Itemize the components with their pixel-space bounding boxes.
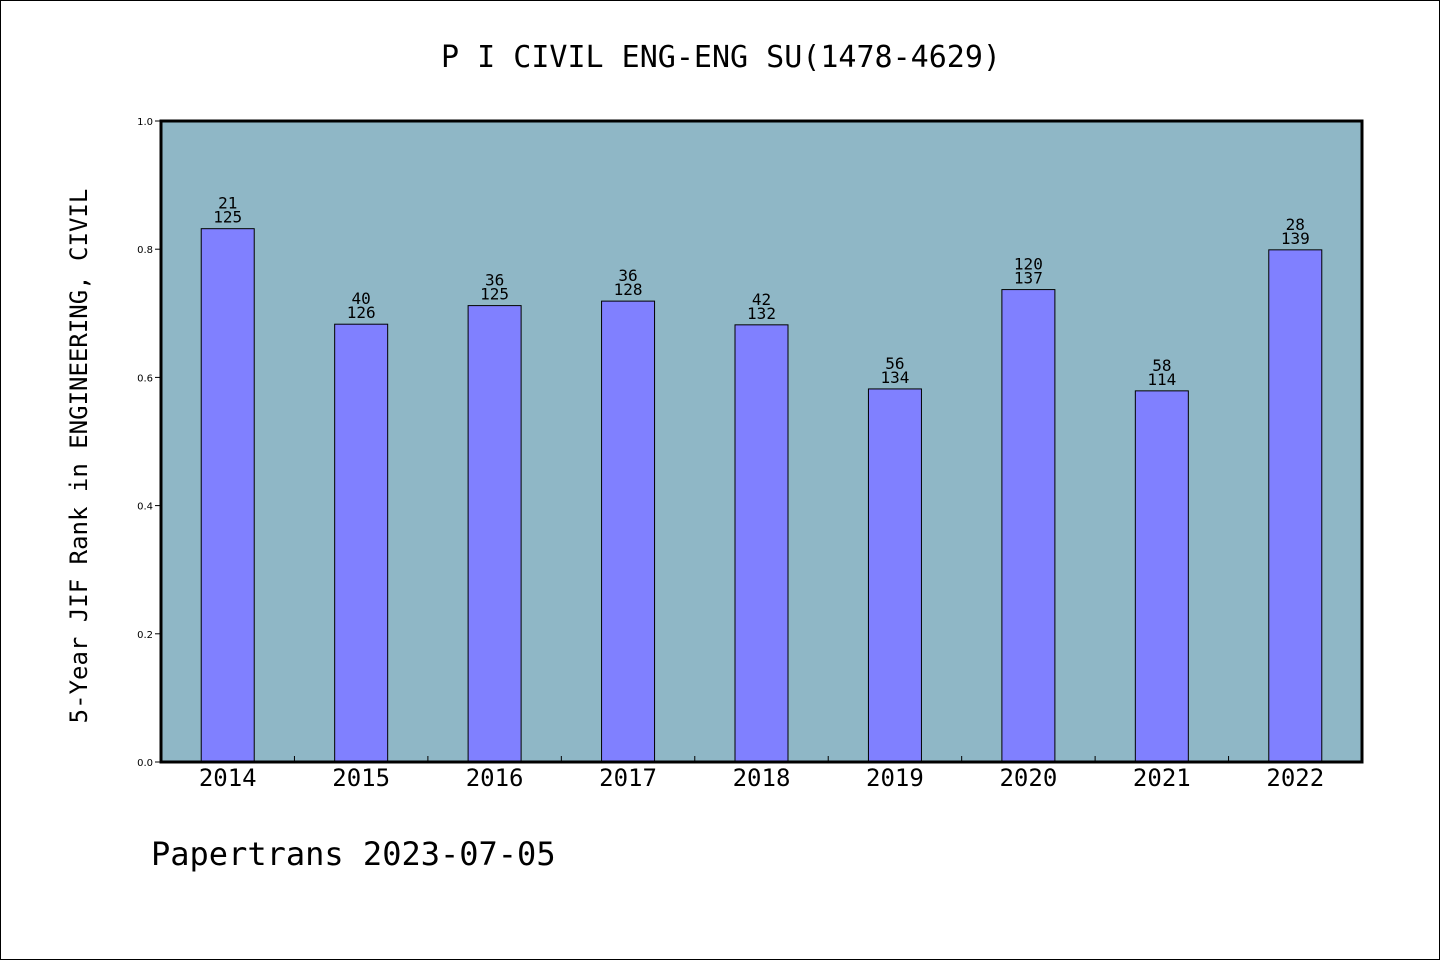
y-tick-label: 0.8 bbox=[137, 245, 153, 256]
bar-rank-label: 40 bbox=[352, 289, 371, 308]
bar-total-label: 125 bbox=[213, 208, 242, 227]
bar-2017 bbox=[601, 300, 656, 763]
x-tick-label: 2020 bbox=[999, 764, 1057, 792]
bar-rank-label: 36 bbox=[618, 266, 637, 285]
y-axis-label: 5-Year JIF Rank in ENGINEERING, CIVIL bbox=[65, 189, 93, 724]
bar-2016 bbox=[467, 305, 522, 763]
bar-rank-label: 28 bbox=[1286, 215, 1305, 234]
plot-border bbox=[159, 119, 1364, 764]
bar-2021 bbox=[1134, 390, 1189, 763]
bar-rank-label: 21 bbox=[218, 194, 237, 213]
x-axis: 2014 2015 2016 2017 2018 2019 2020 2021 2022 bbox=[199, 756, 1324, 792]
x-tick-label: 2016 bbox=[466, 764, 524, 792]
chart-title: P I CIVIL ENG-ENG SU(1478-4629) bbox=[441, 40, 1001, 75]
bar-2020 bbox=[1001, 289, 1056, 763]
y-tick-label: 0.0 bbox=[137, 758, 153, 769]
bar-2018 bbox=[734, 324, 789, 763]
x-tick-label: 2018 bbox=[733, 764, 791, 792]
y-tick-label: 0.6 bbox=[137, 373, 153, 384]
bar-total-label: 114 bbox=[1147, 370, 1176, 389]
bar-2022 bbox=[1268, 249, 1323, 763]
bar-2019 bbox=[867, 388, 922, 763]
bar-rank-label: 120 bbox=[1014, 255, 1043, 274]
x-tick-label: 2015 bbox=[332, 764, 390, 792]
y-tick-label: 0.4 bbox=[137, 502, 153, 513]
data-labels: 2112540126361253612842132561341201375811… bbox=[213, 194, 1309, 389]
bars-layer bbox=[200, 228, 1323, 763]
bar-total-label: 139 bbox=[1281, 229, 1310, 248]
bar-rank-label: 58 bbox=[1152, 356, 1171, 375]
x-tick-label: 2019 bbox=[866, 764, 924, 792]
x-tick-label: 2017 bbox=[599, 764, 657, 792]
bar-2015 bbox=[334, 323, 389, 763]
bar-total-label: 125 bbox=[480, 285, 509, 304]
x-tick-label: 2021 bbox=[1133, 764, 1191, 792]
bar-total-label: 137 bbox=[1014, 269, 1043, 288]
bar-2014 bbox=[200, 228, 255, 763]
bar-total-label: 126 bbox=[347, 303, 376, 322]
y-tick-label: 1.0 bbox=[137, 117, 153, 128]
bar-rank-label: 56 bbox=[885, 354, 904, 373]
bar-rank-label: 42 bbox=[752, 290, 771, 309]
y-tick-label: 0.2 bbox=[137, 630, 153, 641]
x-tick-label: 2022 bbox=[1266, 764, 1324, 792]
x-tick-label: 2014 bbox=[199, 764, 257, 792]
y-axis: 0.0 0.2 0.4 0.6 0.8 1.0 bbox=[137, 117, 161, 769]
footer-text: Papertrans 2023-07-05 bbox=[151, 835, 556, 873]
bar-total-label: 128 bbox=[614, 280, 643, 299]
bar-rank-label: 36 bbox=[485, 271, 504, 290]
bar-total-label: 132 bbox=[747, 304, 776, 323]
bar-total-label: 134 bbox=[880, 368, 909, 387]
